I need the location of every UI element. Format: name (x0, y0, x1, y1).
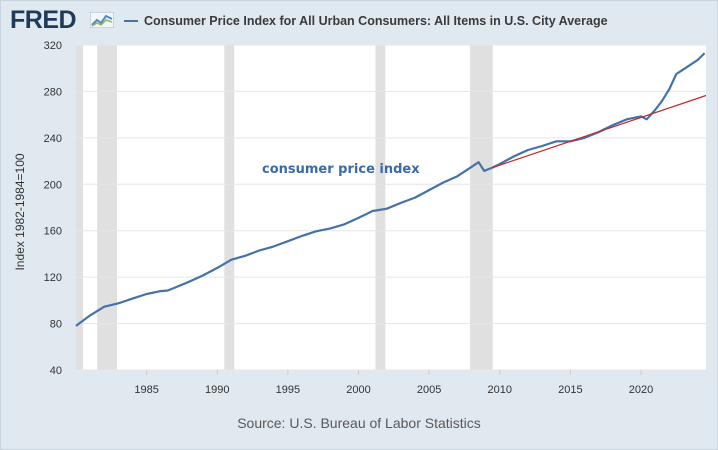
recession-band (97, 45, 117, 370)
series-lines (75, 52, 707, 327)
gridlines (76, 44, 706, 371)
y-tick-label: 240 (44, 133, 62, 145)
y-tick-label: 80 (50, 319, 62, 331)
source-note: Source: U.S. Bureau of Labor Statistics (237, 415, 481, 431)
y-tick-label: 280 (44, 86, 62, 98)
x-tick-label: 2020 (629, 384, 653, 396)
recession-band (76, 45, 84, 370)
recession-band (375, 45, 386, 370)
y-tick-label: 120 (44, 272, 62, 284)
x-axis-ticks: 1985 1990 1995 2000 2005 2010 2015 2020 (134, 370, 653, 396)
fred-logo[interactable]: FRED (10, 6, 77, 34)
legend-label: Consumer Price Index for All Urban Consu… (144, 14, 608, 28)
y-tick-label: 160 (44, 226, 62, 238)
x-tick-label: 1995 (276, 384, 300, 396)
y-axis-ticks: 40 80 120 160 200 240 280 320 (44, 40, 62, 377)
y-tick-label: 200 (44, 179, 62, 191)
trend-line (492, 94, 707, 169)
y-tick-label: 320 (44, 40, 62, 52)
x-tick-label: 2005 (417, 384, 441, 396)
x-tick-label: 2000 (346, 384, 370, 396)
recession-band (470, 45, 493, 370)
chart-line-icon (90, 12, 114, 28)
chart-annotation: consumer price index (262, 162, 420, 177)
x-tick-label: 2015 (558, 384, 582, 396)
y-axis-label: Index 1982-1984=100 (13, 153, 27, 270)
series-line-cpi (75, 52, 706, 327)
x-tick-label: 2010 (488, 384, 512, 396)
x-tick-label: 1985 (134, 384, 158, 396)
y-tick-label: 40 (50, 365, 62, 377)
recession-band (224, 45, 235, 370)
legend-swatch (124, 20, 138, 22)
x-tick-label: 1990 (205, 384, 229, 396)
recession-bands (76, 45, 493, 370)
chart-header: FRED Consumer Price Index for All Urban … (10, 6, 710, 34)
